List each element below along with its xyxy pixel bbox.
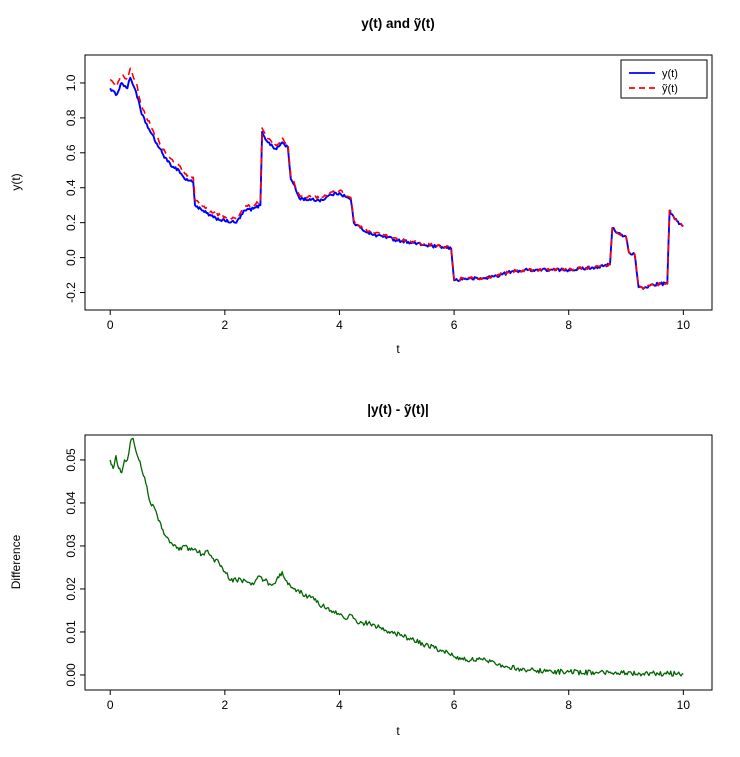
x-tick-label: 2	[221, 318, 228, 332]
y-tick-label: -0.2	[64, 282, 78, 303]
top-x-axis-label: t	[396, 342, 400, 356]
plot-box	[84, 434, 713, 691]
x-tick-label: 8	[565, 318, 572, 332]
bottom-plot-svg: 0 2 4 6 8 10 0.00 0.01 0.02 0.03 0.04 0.05 |y(t) - …	[9, 402, 713, 738]
y-tick-label: 0.2	[64, 214, 78, 231]
y-tick-label: 0.04	[64, 491, 78, 515]
x-tick-label: 4	[336, 698, 343, 712]
plot-render-0: 0 2 4 6 8 10 -0.2 0.0 0.2 0.4 0.6 0.8 1.0 y(t) ỹ(t)	[64, 54, 713, 332]
bottom-chart-title: |y(t) - ỹ(t)|	[367, 402, 429, 417]
x-tick-label: 8	[565, 698, 572, 712]
top-plot-svg: 0 2 4 6 8 10 -0.2 0.0 0.2 0.4 0.6 0.8 1.0 y(t) ỹ(t) y(…	[9, 16, 713, 356]
series-line-0	[109, 76, 684, 290]
y-tick-label: 0.0	[64, 249, 78, 266]
bottom-x-axis-label: t	[396, 724, 400, 738]
y-tick-label: 0.02	[64, 577, 78, 601]
y-tick-label: 0.05	[64, 448, 78, 472]
x-tick-label: 6	[451, 698, 458, 712]
x-tick-label: 2	[221, 698, 228, 712]
x-tick-label: 10	[677, 318, 691, 332]
top-chart: 0 2 4 6 8 10 -0.2 0.0 0.2 0.4 0.6 0.8 1.0 y(t) ỹ(t) y(…	[0, 0, 740, 370]
y-tick-label: 0.6	[64, 144, 78, 161]
top-y-axis-label: y(t)	[9, 173, 23, 190]
y-tick-label: 0.00	[64, 663, 78, 687]
top-chart-title: y(t) and ỹ(t)	[361, 16, 435, 31]
legend-box	[620, 59, 708, 99]
series-line-1	[109, 67, 684, 290]
plot-box	[84, 54, 713, 311]
legend-label-0: y(t)	[662, 68, 678, 80]
y-tick-label: 0.03	[64, 534, 78, 558]
legend-label-1: ỹ(t)	[662, 83, 678, 95]
bottom-chart: 0 2 4 6 8 10 0.00 0.01 0.02 0.03 0.04 0.05 |y(t) - …	[0, 370, 740, 757]
plot-render-1: 0 2 4 6 8 10 0.00 0.01 0.02 0.03 0.04 0.05	[64, 434, 713, 712]
bottom-y-axis-label: Difference	[9, 534, 23, 589]
x-tick-label: 0	[107, 318, 114, 332]
x-tick-label: 10	[677, 698, 691, 712]
x-tick-label: 6	[451, 318, 458, 332]
y-tick-label: 1.0	[64, 74, 78, 91]
x-tick-label: 4	[336, 318, 343, 332]
y-tick-label: 0.4	[64, 179, 78, 196]
x-tick-label: 0	[107, 698, 114, 712]
y-tick-label: 0.8	[64, 109, 78, 126]
y-tick-label: 0.01	[64, 620, 78, 644]
series-line-0	[109, 437, 684, 677]
